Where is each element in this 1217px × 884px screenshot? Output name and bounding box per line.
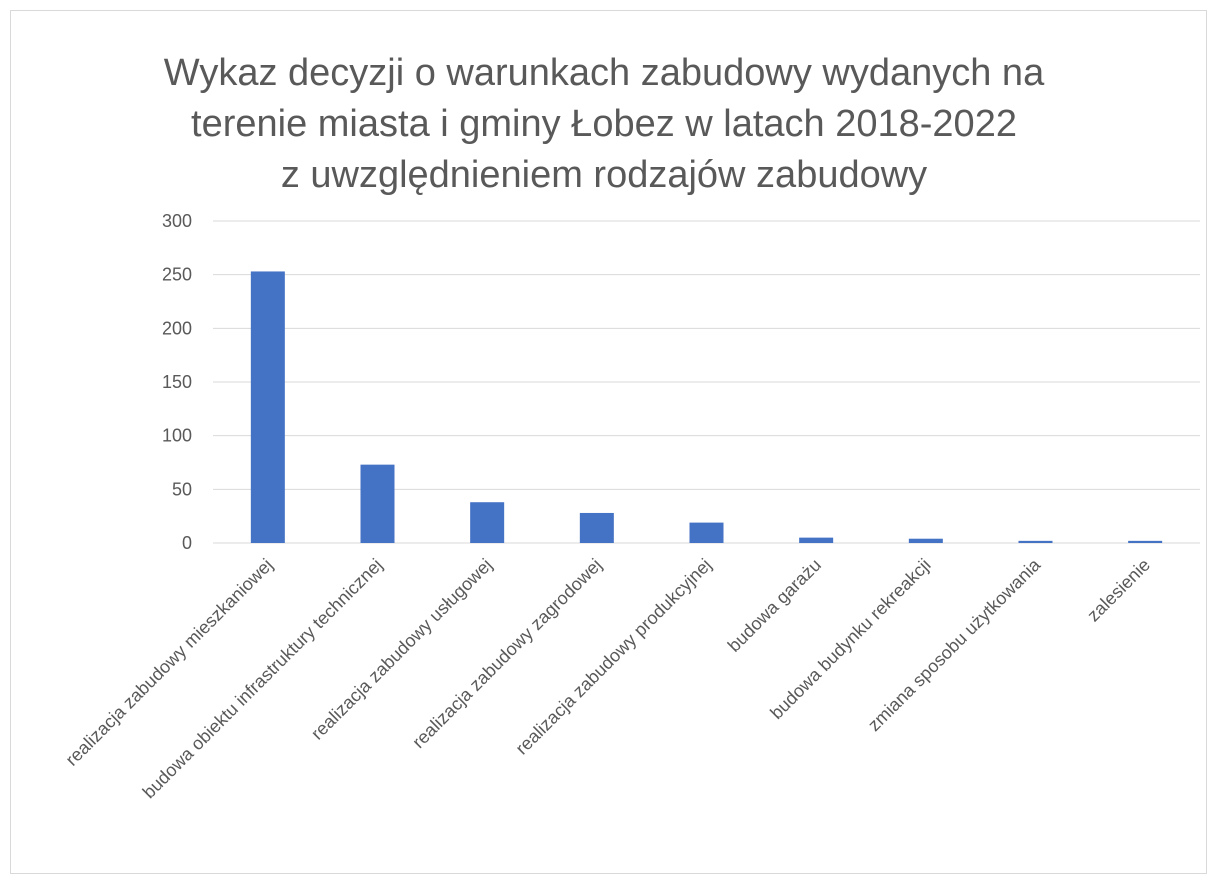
bar <box>689 522 724 543</box>
y-tick-label: 300 <box>162 211 192 231</box>
y-tick-label: 150 <box>162 372 192 392</box>
bar <box>908 538 943 543</box>
y-tick-label: 250 <box>162 265 192 285</box>
chart-title: Wykaz decyzji o warunkach zabudowy wydan… <box>164 52 1045 94</box>
bar <box>1128 540 1163 543</box>
bar <box>1018 540 1053 543</box>
bar <box>799 537 834 543</box>
chart-title: z uwzględnieniem rodzajów zabudowy <box>281 154 927 196</box>
bar <box>579 512 614 543</box>
bar <box>360 464 395 543</box>
y-tick-label: 0 <box>182 533 192 553</box>
y-tick-label: 100 <box>162 426 192 446</box>
chart-title: terenie miasta i gminy Łobez w latach 20… <box>191 103 1017 145</box>
y-tick-label: 50 <box>172 479 192 499</box>
bar <box>250 271 285 543</box>
chart-border <box>10 10 1207 874</box>
bar <box>470 502 505 543</box>
y-tick-label: 200 <box>162 318 192 338</box>
